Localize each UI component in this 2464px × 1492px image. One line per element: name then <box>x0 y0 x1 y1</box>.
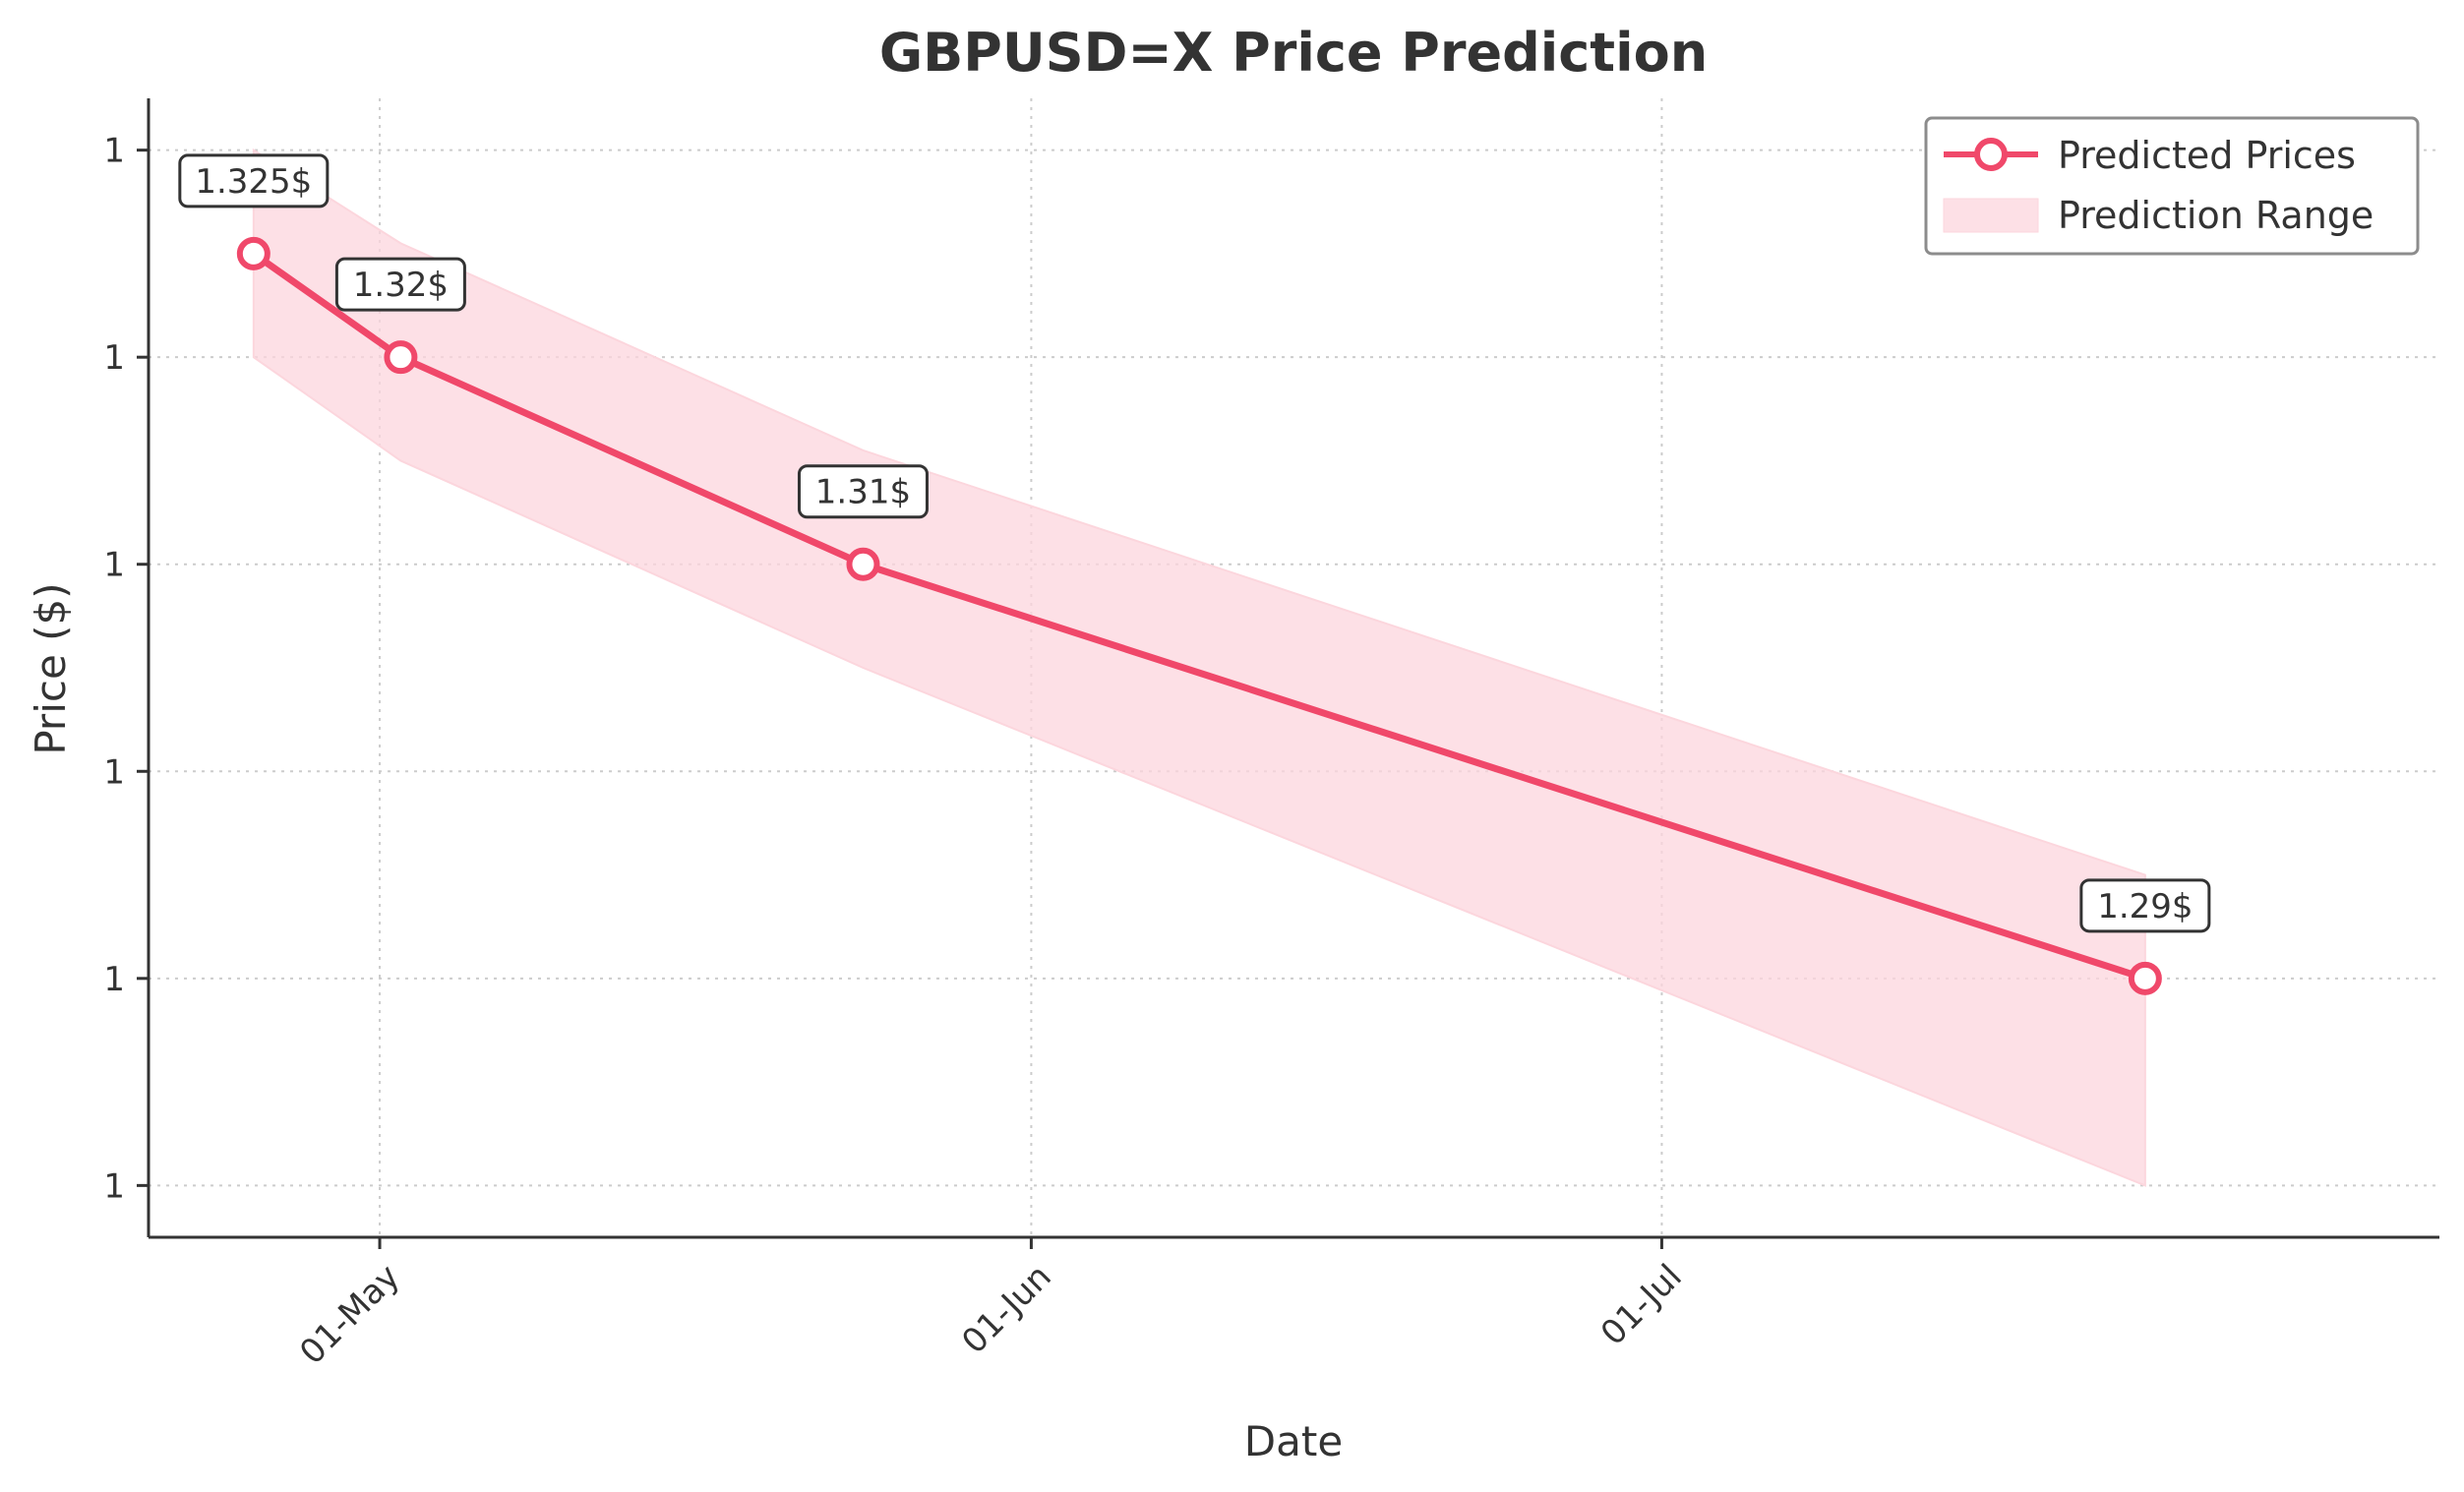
price-annotation: 1.32$ <box>334 257 466 312</box>
predicted-price-point <box>846 547 880 581</box>
predicted-price-point <box>236 236 270 270</box>
annotation-box <box>797 464 929 519</box>
y-tick-label: 1 <box>103 132 125 171</box>
annotation-box <box>178 153 330 209</box>
predicted-price-point <box>2128 961 2162 995</box>
legend-box <box>1924 116 2420 256</box>
legend-label-predicted: Predicted Prices <box>2058 134 2356 177</box>
prediction-range-band <box>252 148 2146 1187</box>
price-annotation: 1.31$ <box>797 464 929 519</box>
predicted-prices-layer <box>236 236 2162 995</box>
y-axis-label: Price ($) <box>27 582 75 754</box>
y-tick-label: 1 <box>103 338 125 378</box>
annotation-box <box>2079 878 2211 933</box>
legend: Predicted Prices Prediction Range <box>1924 116 2420 256</box>
y-tick-label: 1 <box>103 960 125 999</box>
legend-marker-swatch <box>1974 138 2008 171</box>
x-tick-label: 01-Jul <box>1593 1257 1690 1353</box>
predicted-price-point <box>384 340 418 375</box>
y-tick-label: 1 <box>103 546 125 585</box>
x-ticks: 01-May 01-Jun 01-Jul <box>292 1237 1690 1372</box>
annotation-label: 1.325$ <box>195 162 312 202</box>
x-axis-label: Date <box>1244 1417 1343 1465</box>
price-annotation: 1.29$ <box>2079 878 2211 933</box>
annotation-label: 1.31$ <box>815 473 911 512</box>
price-annotation: 1.325$ <box>178 153 330 209</box>
x-tick-label: 01-May <box>292 1257 407 1372</box>
prediction-range-layer <box>252 148 2146 1187</box>
value-annotations: 1.325$ 1.32$ 1.31$ 1.29$ <box>178 153 2211 933</box>
predicted-prices-line <box>251 251 2146 983</box>
y-tick-label: 1 <box>103 1166 125 1206</box>
legend-range-swatch <box>1943 198 2039 233</box>
annotation-label: 1.32$ <box>353 266 449 305</box>
y-ticks: 1 1 1 1 1 1 <box>103 132 149 1206</box>
y-tick-label: 1 <box>103 752 125 792</box>
annotation-label: 1.29$ <box>2097 887 2193 926</box>
legend-label-range: Prediction Range <box>2058 194 2374 237</box>
x-tick-label: 01-Jun <box>954 1257 1058 1361</box>
annotation-box <box>334 257 466 312</box>
axes <box>147 98 2439 1239</box>
chart-title: GBPUSD=X Price Prediction <box>879 22 1708 84</box>
